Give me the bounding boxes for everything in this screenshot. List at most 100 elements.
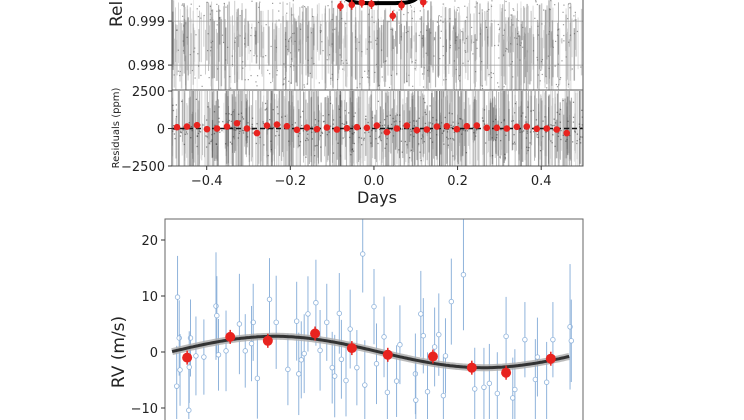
residual-point bbox=[276, 130, 278, 133]
residual-point bbox=[360, 137, 363, 139]
flux-point bbox=[327, 5, 329, 7]
residual-point bbox=[505, 134, 507, 137]
binned-residual-point bbox=[253, 129, 261, 137]
rv-plot-area bbox=[171, 219, 574, 419]
residual-point bbox=[269, 126, 271, 128]
binned-residual-point bbox=[203, 125, 211, 133]
flux-point bbox=[270, 45, 272, 48]
binned-residual-point bbox=[413, 126, 421, 134]
flux-point bbox=[176, 29, 178, 31]
residual-point bbox=[386, 137, 388, 140]
residual-point bbox=[544, 116, 546, 118]
flux-point bbox=[391, 29, 394, 31]
flux-point bbox=[216, 3, 218, 5]
flux-point bbox=[513, 9, 515, 11]
flux-point bbox=[173, 74, 175, 76]
rv-ylabel: RV (m/s) bbox=[109, 316, 129, 388]
residual-point bbox=[535, 119, 538, 121]
residual-point bbox=[512, 143, 514, 145]
flux-point bbox=[337, 78, 339, 81]
flux-point bbox=[255, 81, 257, 83]
flux-point bbox=[250, 74, 252, 77]
residual-point bbox=[460, 118, 462, 120]
flux-point bbox=[400, 36, 402, 38]
flux-point bbox=[569, 34, 572, 36]
residual-point bbox=[299, 141, 302, 143]
flux-point bbox=[200, 74, 202, 77]
binned-residual-point bbox=[173, 123, 181, 131]
residual-point bbox=[426, 132, 429, 134]
flux-point bbox=[361, 51, 363, 53]
residual-point bbox=[425, 113, 427, 116]
residual-point bbox=[314, 118, 317, 121]
flux-point bbox=[313, 62, 315, 65]
flux-point bbox=[288, 40, 290, 42]
flux-point bbox=[342, 62, 344, 64]
residual-point bbox=[513, 134, 515, 136]
binned-residual-point bbox=[543, 125, 551, 132]
residual-point bbox=[526, 130, 528, 132]
flux-point bbox=[290, 82, 292, 84]
flux-point bbox=[465, 37, 468, 40]
residual-point bbox=[576, 142, 578, 145]
rv-data-point bbox=[317, 347, 323, 354]
residual-point bbox=[380, 139, 382, 142]
residual-point bbox=[378, 136, 380, 139]
residual-point bbox=[491, 137, 493, 139]
residual-point bbox=[186, 133, 188, 135]
residual-point bbox=[281, 116, 283, 118]
rv-data-point bbox=[448, 298, 455, 305]
residual-point bbox=[238, 132, 240, 135]
residual-point bbox=[332, 152, 335, 154]
residual-point bbox=[354, 112, 356, 114]
flux-point bbox=[574, 19, 576, 21]
residual-point bbox=[453, 131, 455, 134]
rv-data-point bbox=[522, 336, 528, 343]
flux-point bbox=[558, 84, 560, 86]
residual-point bbox=[196, 135, 199, 137]
flux-point bbox=[562, 24, 565, 26]
flux-point bbox=[425, 52, 427, 54]
flux-point bbox=[309, 72, 311, 74]
flux-point bbox=[342, 68, 344, 70]
flux-point bbox=[411, 17, 413, 19]
flux-point bbox=[514, 37, 516, 39]
residual-point bbox=[375, 138, 377, 140]
binned-residual-point bbox=[333, 126, 341, 133]
residual-point bbox=[443, 130, 445, 132]
residual-point bbox=[547, 124, 549, 126]
residual-point bbox=[313, 155, 316, 157]
flux-point bbox=[576, 30, 579, 33]
flux-point bbox=[222, 41, 225, 44]
rv-binned-point bbox=[346, 343, 357, 354]
flux-point bbox=[320, 24, 322, 26]
residual-point bbox=[206, 119, 208, 121]
x-tick-label: 0.0 bbox=[364, 174, 385, 189]
flux-point bbox=[310, 32, 313, 34]
flux-point bbox=[368, 41, 370, 43]
residual-point bbox=[525, 116, 527, 118]
rv-binned-point bbox=[225, 331, 236, 342]
residual-point bbox=[353, 142, 355, 145]
residual-point bbox=[514, 102, 517, 105]
residual-point bbox=[466, 130, 469, 132]
residual-point bbox=[314, 145, 316, 147]
flux-point bbox=[518, 35, 520, 37]
flux-point bbox=[540, 69, 542, 71]
residual-point bbox=[503, 118, 505, 121]
residual-point bbox=[528, 146, 530, 149]
flux-point bbox=[512, 8, 514, 10]
binned-residual-point bbox=[483, 124, 491, 132]
residual-point bbox=[352, 126, 355, 128]
residual-point bbox=[537, 124, 539, 127]
flux-point bbox=[231, 55, 233, 57]
flux-point bbox=[190, 3, 192, 5]
unbinned-residual-errorbars bbox=[172, 91, 583, 166]
residual-point bbox=[542, 135, 544, 138]
flux-point bbox=[458, 75, 460, 77]
binned-residual-point bbox=[563, 129, 571, 137]
rv-data-point bbox=[568, 338, 574, 344]
rv-data-point bbox=[440, 392, 447, 399]
flux-point bbox=[473, 41, 475, 43]
flux-point bbox=[442, 21, 444, 23]
